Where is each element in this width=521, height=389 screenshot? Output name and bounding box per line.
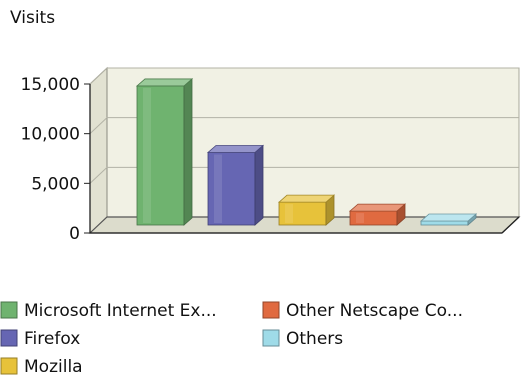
- legend-label: Others: [286, 329, 343, 349]
- bar-side: [183, 78, 193, 226]
- legend-swatch: [0, 329, 18, 347]
- legend-item: Others: [262, 329, 343, 349]
- bar-2: [206, 144, 265, 226]
- legend-item: Mozilla: [0, 357, 83, 377]
- gridline: [89, 117, 519, 135]
- bar-highlight: [285, 204, 293, 223]
- bar-highlight: [143, 87, 151, 223]
- legend-item: Microsoft Internet Ex...: [0, 301, 217, 321]
- legend-swatch: [0, 301, 18, 319]
- y-tick-label: 5,000: [31, 174, 80, 194]
- legend-label: Microsoft Internet Ex...: [24, 301, 217, 321]
- y-tick-label: 10,000: [21, 125, 80, 145]
- bar-highlight: [214, 154, 222, 223]
- bar-front: [420, 220, 469, 226]
- gridline: [89, 67, 519, 85]
- y-axis-title: Visits: [10, 8, 55, 28]
- bar-front: [136, 85, 185, 226]
- legend-item: Firefox: [0, 329, 80, 349]
- bar-highlight: [356, 213, 364, 223]
- legend-item: Other Netscape Co...: [262, 301, 463, 321]
- legend-swatch: [0, 357, 18, 375]
- bar-side: [254, 144, 264, 226]
- bar-top: [419, 213, 478, 222]
- bar-1: [135, 78, 194, 226]
- gridline: [89, 166, 519, 184]
- legend-swatch: [262, 329, 280, 347]
- legend-swatch: [262, 301, 280, 319]
- bar-top: [348, 203, 407, 212]
- bar-5: [419, 213, 478, 226]
- bar-4: [348, 203, 407, 226]
- bar-top: [206, 145, 265, 153]
- y-tick-label: 15,000: [21, 75, 80, 95]
- legend-label: Other Netscape Co...: [286, 301, 463, 321]
- bar-3: [277, 194, 336, 226]
- legend: Microsoft Internet Ex... Firefox Mozilla Ot…: [0, 301, 463, 377]
- legend-label: Firefox: [24, 329, 80, 349]
- bar-top: [135, 78, 194, 87]
- plot-area: 0 5,000 10,000 15,000: [21, 66, 521, 244]
- legend-label: Mozilla: [24, 357, 83, 377]
- x-axis-depth-line: [501, 216, 520, 234]
- bar-top: [277, 194, 336, 203]
- y-tick-label: 0: [69, 224, 80, 244]
- chart-left-wall: [89, 66, 108, 235]
